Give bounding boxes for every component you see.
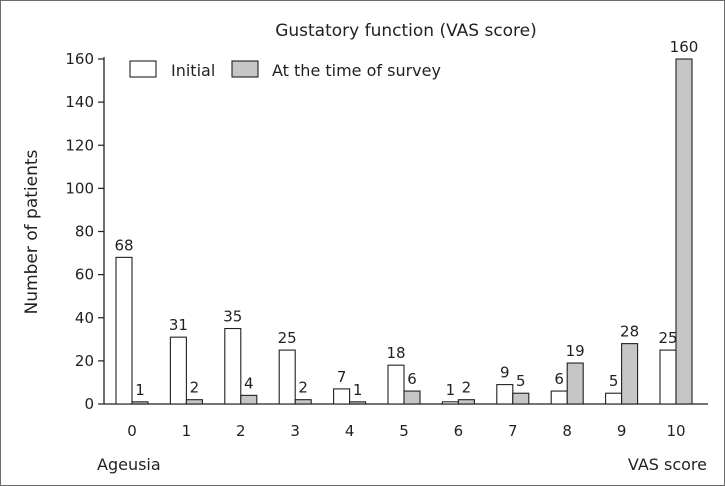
bar-survey <box>457 399 475 405</box>
y-tick-label: 140 <box>65 93 94 111</box>
bar-survey <box>349 401 367 405</box>
data-label-initial: 25 <box>658 329 677 347</box>
data-label-survey: 2 <box>190 379 200 397</box>
data-label-survey: 160 <box>670 38 699 56</box>
data-label-survey: 4 <box>244 374 254 392</box>
data-label-initial: 5 <box>609 372 619 390</box>
bar-initial <box>659 349 677 405</box>
x-tick-label: 7 <box>508 422 518 440</box>
bar-survey <box>566 362 584 405</box>
x-tick-label: 10 <box>666 422 685 440</box>
bar-survey <box>403 390 421 405</box>
chart-title: Gustatory function (VAS score) <box>275 21 537 41</box>
bar-initial <box>441 401 459 405</box>
bar-initial <box>387 364 405 405</box>
bar-survey <box>185 399 203 405</box>
legend-survey-label: At the time of survey <box>272 61 441 80</box>
y-tick-label: 120 <box>65 136 94 154</box>
legend: Initial At the time of survey <box>129 60 441 80</box>
x-tick-label: 9 <box>617 422 627 440</box>
x-tick-label: 4 <box>345 422 355 440</box>
x-tick-label: 1 <box>182 422 192 440</box>
x-tick-label: 3 <box>290 422 300 440</box>
y-tick-label: 20 <box>75 352 94 370</box>
x-tick-label: 5 <box>399 422 409 440</box>
y-tick-label: 0 <box>84 395 94 413</box>
bar-initial <box>115 256 133 405</box>
y-tick-label: 80 <box>75 223 94 241</box>
x-tick-label: 8 <box>562 422 572 440</box>
bar-initial <box>333 388 351 405</box>
x-axis-right-annotation: VAS score <box>628 455 707 474</box>
bar-survey <box>131 401 149 405</box>
bar-initial <box>550 390 568 405</box>
data-label-initial: 1 <box>446 381 456 399</box>
y-tick-label: 40 <box>75 309 94 327</box>
data-label-initial: 6 <box>554 370 564 388</box>
data-label-initial: 7 <box>337 368 347 386</box>
data-label-survey: 5 <box>516 372 526 390</box>
bar-survey <box>240 394 258 405</box>
bar-initial <box>605 392 623 405</box>
data-label-initial: 31 <box>169 316 188 334</box>
data-label-survey: 19 <box>566 342 585 360</box>
y-tick-label: 160 <box>65 50 94 68</box>
x-tick-label: 2 <box>236 422 246 440</box>
x-axis-left-annotation: Ageusia <box>97 455 161 474</box>
data-label-survey: 1 <box>353 381 363 399</box>
bar-initial <box>496 384 514 405</box>
data-label-initial: 18 <box>386 344 405 362</box>
data-label-survey: 6 <box>407 370 417 388</box>
bar-initial <box>169 336 187 405</box>
bar-initial <box>224 327 242 405</box>
legend-initial-swatch <box>129 60 157 78</box>
legend-survey-swatch <box>231 60 259 78</box>
data-label-survey: 2 <box>298 379 308 397</box>
data-label-survey: 28 <box>620 323 639 341</box>
bar-survey <box>621 343 639 405</box>
bar-initial <box>278 349 296 405</box>
data-label-initial: 9 <box>500 364 510 382</box>
bar-survey <box>675 58 693 405</box>
y-tick-label: 60 <box>75 266 94 284</box>
bar-survey <box>294 399 312 405</box>
x-tick-label: 6 <box>454 422 464 440</box>
data-label-initial: 25 <box>278 329 297 347</box>
data-label-initial: 68 <box>114 236 133 254</box>
y-tick-label: 100 <box>65 179 94 197</box>
data-label-survey: 2 <box>462 379 472 397</box>
data-label-survey: 1 <box>135 381 145 399</box>
bar-survey <box>512 392 530 405</box>
y-axis-label: Number of patients <box>22 149 42 314</box>
x-tick-label: 0 <box>127 422 137 440</box>
data-label-initial: 35 <box>223 308 242 326</box>
legend-initial-label: Initial <box>171 61 215 80</box>
